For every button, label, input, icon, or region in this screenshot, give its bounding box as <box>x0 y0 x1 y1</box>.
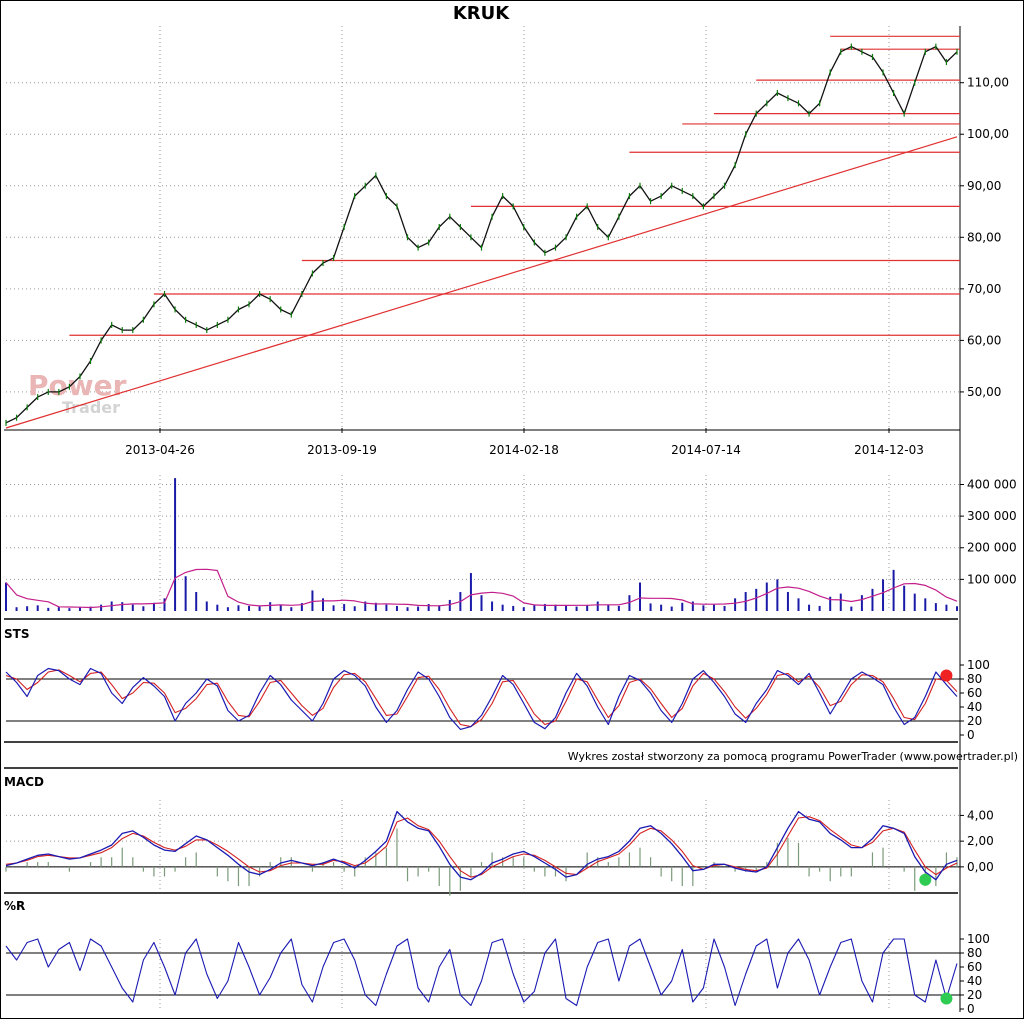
price-ytick-label-3: 80,00 <box>967 230 1001 244</box>
macd-main-line <box>5 810 958 881</box>
williams-r-panel-label: %R <box>4 899 25 913</box>
sts-ytick-label-2: 60 <box>967 686 982 700</box>
price-series <box>5 45 958 424</box>
macd-panel-label: MACD <box>4 775 44 789</box>
volume-ytick-label-2: 200 000 <box>967 541 1017 555</box>
price-ytick-label-1: 100,00 <box>967 127 1009 141</box>
sts-panel-label: STS <box>4 627 29 641</box>
chart-title: KRUK <box>453 3 510 24</box>
sts-signal-dot <box>940 669 953 682</box>
price-ytick-label-5: 60,00 <box>967 333 1001 347</box>
wr-ytick-label-3: 40 <box>967 974 982 988</box>
wr-signal-dot <box>940 992 953 1005</box>
volume-ytick-label-0: 400 000 <box>967 477 1017 491</box>
price-xtick-label-4: 2014-12-03 <box>854 443 924 457</box>
price-xtick-label-3: 2014-07-14 <box>671 443 741 457</box>
volume-ytick-label-1: 300 000 <box>967 509 1017 523</box>
price-ytick-label-6: 50,00 <box>967 385 1001 399</box>
watermark-trader: Trader <box>62 398 120 417</box>
macd-ytick-label-2: 0,00 <box>967 860 994 874</box>
footer-note: Wykres został stworzony za pomocą progra… <box>568 750 1018 763</box>
sts-ytick-label-5: 0 <box>967 728 975 742</box>
sts-ytick-label-0: 100 <box>967 658 990 672</box>
volume-average-line <box>5 568 958 609</box>
wr-ytick-label-4: 20 <box>967 988 982 1002</box>
sts-ytick-label-3: 40 <box>967 700 982 714</box>
wr-ytick-label-5: 0 <box>967 1002 975 1016</box>
wr-ytick-label-2: 60 <box>967 960 982 974</box>
macd-signal-dot <box>919 873 932 886</box>
support-trendline <box>5 136 958 429</box>
sts-ytick-label-1: 80 <box>967 672 982 686</box>
price-ytick-label-2: 90,00 <box>967 179 1001 193</box>
price-xtick-label-1: 2013-09-19 <box>307 443 377 457</box>
wr-ytick-label-1: 80 <box>967 946 982 960</box>
sts-signal-line <box>5 669 958 728</box>
price-ytick-label-0: 110,00 <box>967 76 1009 90</box>
sts-main-line <box>5 667 958 731</box>
sts-ytick-label-4: 20 <box>967 714 982 728</box>
volume-ytick-label-3: 100 000 <box>967 572 1017 586</box>
price-ytick-label-4: 70,00 <box>967 282 1001 296</box>
wr-line <box>5 938 958 1007</box>
wr-ytick-label-0: 100 <box>967 932 990 946</box>
macd-ytick-label-1: 2,00 <box>967 834 994 848</box>
price-xtick-label-2: 2014-02-18 <box>489 443 559 457</box>
price-xtick-label-0: 2013-04-26 <box>125 443 195 457</box>
macd-ytick-label-0: 4,00 <box>967 808 994 822</box>
macd-signal-line <box>5 816 958 878</box>
